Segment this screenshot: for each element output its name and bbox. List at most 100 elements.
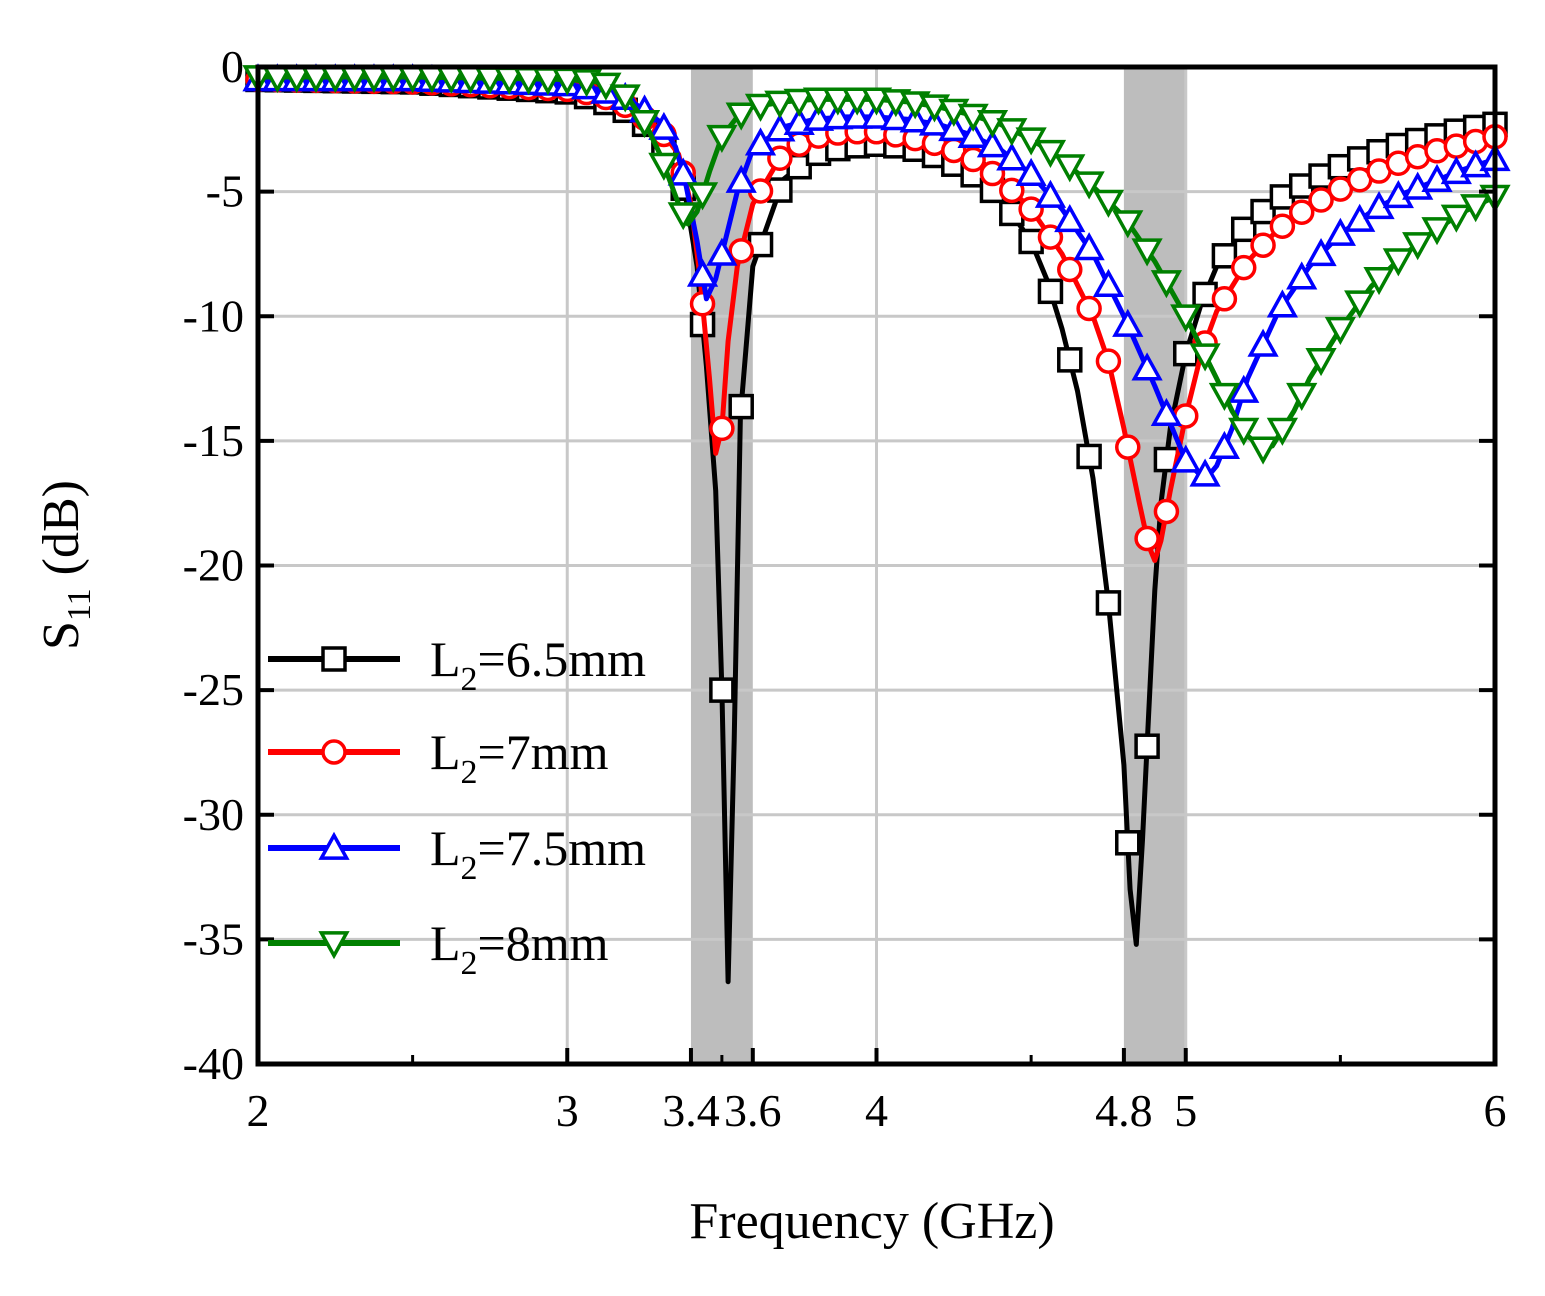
series-marker-3 [1092, 268, 1125, 297]
series-marker-4 [783, 88, 815, 117]
series-marker-3 [686, 258, 719, 287]
series-marker-1 [1057, 347, 1083, 373]
x-tick-label: 3.4 [662, 1085, 720, 1136]
series-marker-2 [1250, 232, 1276, 258]
legend-label: L2=7.5mm [430, 820, 646, 887]
series-marker-4 [1092, 189, 1125, 218]
series-marker-3 [1054, 204, 1086, 233]
legend-marker [321, 646, 347, 672]
series-marker-2 [709, 415, 735, 442]
x-tick-label: 6 [1484, 1085, 1507, 1136]
series-marker-2 [1076, 295, 1102, 322]
series-marker-3 [1034, 179, 1067, 208]
legend-label-sub: 2 [461, 661, 478, 698]
series-marker-1 [1230, 216, 1257, 243]
legend-item-1: L2=6.5mm [268, 631, 646, 698]
series-marker-3 [1305, 237, 1337, 267]
series-marker-4 [860, 87, 893, 116]
series-marker-4 [725, 102, 757, 131]
series-marker-4 [1247, 436, 1279, 465]
series-marker-3 [802, 102, 835, 131]
series-marker-4 [648, 152, 680, 181]
series-marker-3 [725, 164, 757, 193]
legend-label-main: L [430, 820, 461, 876]
legend-label: L2=6.5mm [430, 631, 646, 698]
series-marker-3 [938, 113, 970, 142]
series-marker-2 [960, 146, 986, 173]
legend-label-rest: =6.5mm [478, 631, 647, 687]
series-marker-1 [1076, 443, 1102, 470]
series-marker-4 [1131, 238, 1163, 267]
legend-label-sub: 2 [461, 945, 478, 982]
tick-marks [256, 65, 1497, 1066]
series-marker-2 [1308, 187, 1334, 213]
series-marker-4 [667, 202, 699, 231]
series-marker-2 [1057, 256, 1083, 283]
legend-marker [318, 831, 350, 860]
series-marker-2 [1134, 525, 1160, 552]
series-marker-3 [1131, 352, 1163, 381]
y-tick-label: -25 [183, 664, 244, 715]
series-marker-3 [1228, 374, 1260, 403]
legend-label-rest: =7mm [478, 724, 609, 780]
series-marker-1 [1211, 243, 1238, 269]
y-tick-label: -20 [183, 540, 244, 591]
series-marker-3 [1189, 458, 1221, 487]
series-marker-3 [744, 127, 777, 156]
x-axis-title: Frequency (GHz) [689, 1193, 1054, 1250]
y-tick-label: -35 [183, 913, 244, 964]
series-marker-4 [1382, 248, 1414, 277]
series-marker-2 [1288, 199, 1315, 225]
series-4 [242, 65, 1511, 465]
x-tick-label: 5 [1174, 1085, 1197, 1136]
legend-label-rest: =7.5mm [478, 820, 647, 876]
series-marker-3 [1266, 289, 1299, 318]
series-marker-4 [1073, 171, 1105, 200]
y-tick-label: -30 [183, 789, 244, 840]
series-marker-2 [1269, 213, 1296, 239]
series-marker-4 [1440, 204, 1472, 233]
series-marker-3 [1382, 180, 1414, 209]
series-marker-3 [822, 101, 854, 130]
series-marker-4 [1189, 343, 1221, 372]
x-tick-label: 3 [556, 1085, 579, 1136]
series-marker-4 [706, 124, 738, 154]
x-tick-label: 2 [247, 1085, 270, 1136]
y-axis-title: S11 (dB) [33, 480, 98, 650]
series-marker-2 [1115, 434, 1141, 460]
series-marker-4 [686, 182, 719, 211]
y-axis-title-unit: (dB) [33, 480, 90, 588]
series-marker-3 [1015, 157, 1047, 187]
legend-item-4: L2=8mm [268, 915, 609, 982]
series-marker-3 [1208, 430, 1241, 459]
series-marker-4 [822, 87, 854, 116]
series-marker-2 [1153, 498, 1180, 525]
series-marker-2 [728, 238, 754, 264]
series-group [242, 63, 1511, 985]
y-tick-label: -15 [183, 415, 244, 466]
series-marker-1 [728, 393, 754, 420]
series-marker-4 [1344, 290, 1376, 319]
legend-label: L2=8mm [430, 915, 609, 982]
legend-label-sub: 2 [461, 754, 478, 791]
series-marker-4 [1324, 316, 1356, 345]
series-marker-1 [709, 677, 735, 703]
series-marker-1 [1095, 590, 1122, 616]
legend-label-main: L [430, 915, 461, 971]
series-marker-3 [706, 237, 738, 266]
legend-label-sub: 2 [461, 850, 478, 887]
tick-labels: 2 3 3.4 3.6 4 4.8 5 6 0 -5 -10 -15 -20 -25 -30 -35 -40 [183, 41, 1507, 1136]
series-marker-3 [1247, 328, 1279, 357]
legend-label-rest: =8mm [478, 915, 609, 971]
x-tick-label: 4.8 [1095, 1085, 1153, 1136]
series-marker-2 [1095, 348, 1122, 374]
series-marker-3 [1324, 217, 1356, 246]
y-axis-title-main: S [33, 621, 90, 650]
series-marker-3 [996, 142, 1028, 171]
series-marker-4 [841, 87, 873, 116]
legend-label: L2=7mm [430, 724, 609, 791]
series-marker-4 [1208, 382, 1241, 412]
